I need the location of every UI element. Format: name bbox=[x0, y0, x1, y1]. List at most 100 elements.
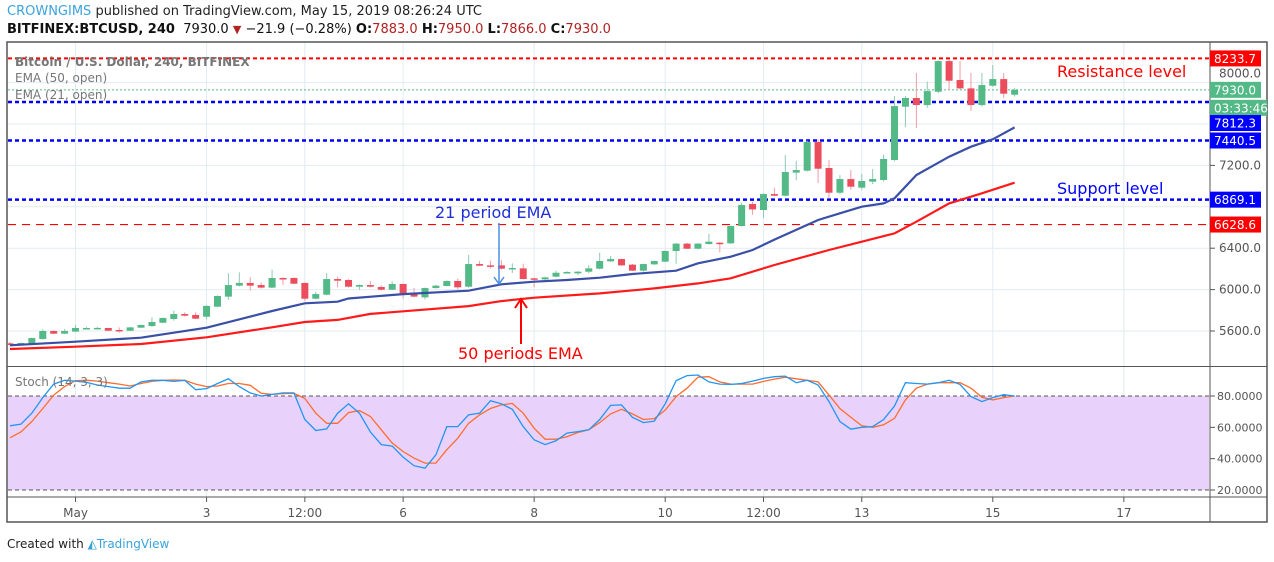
time-axis-label: 6 bbox=[399, 506, 407, 520]
candle bbox=[574, 270, 582, 276]
candle bbox=[770, 187, 778, 197]
candle-body bbox=[607, 259, 615, 262]
candle bbox=[454, 278, 462, 290]
candle bbox=[639, 263, 647, 272]
tradingview-brand[interactable]: TradingView bbox=[96, 537, 170, 551]
candle bbox=[803, 140, 811, 172]
candle bbox=[683, 242, 691, 250]
resistance-price-tag: 8233.7 bbox=[1210, 50, 1261, 67]
open-value: 7883.0 bbox=[372, 22, 418, 37]
candle bbox=[814, 139, 822, 183]
candle-body bbox=[672, 243, 680, 251]
candle-body bbox=[268, 278, 276, 288]
candle-body bbox=[770, 194, 778, 196]
candle-body bbox=[978, 85, 986, 106]
series-legend[interactable]: Bitcoin / U.S. Dollar, 240, BITFINEX bbox=[15, 55, 250, 69]
candle-body bbox=[1011, 89, 1019, 95]
candle-body bbox=[355, 285, 363, 287]
candle bbox=[519, 263, 527, 280]
candle bbox=[465, 255, 473, 288]
candle-body bbox=[519, 268, 527, 280]
candle bbox=[1011, 87, 1019, 97]
candle-body bbox=[738, 205, 746, 227]
ema50-legend[interactable]: EMA (50, open) bbox=[15, 71, 107, 85]
countdown-tag: 03:33:46 bbox=[1210, 99, 1268, 116]
time-axis-label: 15 bbox=[985, 506, 1000, 520]
candle-body bbox=[235, 282, 243, 286]
price-axis-label: 7200.0 bbox=[1219, 158, 1261, 172]
candle-body bbox=[836, 179, 844, 193]
candle bbox=[716, 241, 724, 253]
stoch-legend[interactable]: Stoch (14, 3, 3) bbox=[15, 375, 108, 389]
candle-body bbox=[72, 327, 80, 332]
candle bbox=[585, 265, 593, 274]
candle-body bbox=[847, 179, 855, 187]
candle bbox=[486, 260, 494, 269]
candle bbox=[858, 173, 866, 190]
candle-body bbox=[486, 265, 494, 267]
candle-body bbox=[639, 264, 647, 271]
candle-body bbox=[410, 292, 418, 297]
candle bbox=[967, 72, 975, 111]
candle bbox=[607, 256, 615, 262]
ema21-legend[interactable]: EMA (21, open) bbox=[15, 88, 107, 102]
time-axis-label: 12:00 bbox=[746, 506, 781, 520]
candle-body bbox=[28, 338, 36, 345]
candle-body bbox=[825, 167, 833, 193]
candle-body bbox=[563, 272, 571, 274]
candle-body bbox=[181, 314, 189, 316]
candle bbox=[618, 258, 626, 266]
candle bbox=[257, 282, 265, 289]
time-axis-label: 12:00 bbox=[288, 506, 323, 520]
candle bbox=[224, 273, 232, 300]
resistance-price-tag-bg bbox=[1210, 50, 1261, 67]
candle-body bbox=[82, 327, 90, 330]
tradingview-logo-icon[interactable]: ◭ bbox=[87, 537, 97, 551]
candle-body bbox=[399, 284, 407, 294]
candle-body bbox=[781, 172, 789, 196]
stoch-lines bbox=[8, 374, 1209, 491]
ema50-arrow-icon bbox=[514, 297, 528, 344]
last-price-tag-bg bbox=[1210, 81, 1261, 98]
candle-body bbox=[443, 281, 451, 286]
price-tags: 8233.7 7930.0 03:33:46 7812.3 7440.5 6869.1 66… bbox=[1210, 50, 1268, 233]
candle-body bbox=[530, 278, 538, 280]
candle bbox=[39, 329, 47, 340]
candle bbox=[749, 201, 757, 215]
price-axis-label: 6000.0 bbox=[1219, 283, 1261, 297]
candle bbox=[213, 295, 221, 308]
last-price: 7930.0 bbox=[183, 22, 229, 37]
level-price-tag: 7440.5 bbox=[1210, 132, 1261, 149]
publish-info: CROWNGIMS published on TradingView.com, … bbox=[7, 4, 482, 19]
candle bbox=[476, 261, 484, 267]
ema21-line bbox=[9, 126, 1016, 347]
candle bbox=[541, 276, 549, 281]
candle-body bbox=[869, 179, 877, 182]
candle bbox=[312, 291, 320, 300]
candle-body bbox=[290, 278, 298, 284]
candle-body bbox=[61, 331, 69, 334]
candle bbox=[847, 170, 855, 190]
level-price-tag-text: 7440.5 bbox=[1214, 134, 1256, 148]
price-axis-label: 8000.0 bbox=[1219, 67, 1261, 81]
stoch-axis-label: 80.0000 bbox=[1217, 390, 1263, 403]
countdown-tag-text: 03:33:46 bbox=[1214, 101, 1268, 115]
stoch-band bbox=[8, 396, 1209, 490]
candle-body bbox=[705, 241, 713, 245]
candle bbox=[508, 263, 516, 274]
author-link[interactable]: CROWNGIMS bbox=[7, 4, 92, 19]
candle bbox=[93, 327, 101, 330]
close-label: C: bbox=[550, 22, 566, 37]
candle bbox=[159, 317, 167, 324]
ema21-annotation: 21 period EMA bbox=[435, 203, 551, 222]
candle-body bbox=[432, 285, 440, 289]
candle-body bbox=[967, 88, 975, 106]
footer: Created with ◭TradingView bbox=[7, 537, 169, 551]
candle bbox=[901, 96, 909, 128]
candle bbox=[388, 281, 396, 291]
candle-body bbox=[727, 226, 735, 244]
candle bbox=[82, 326, 90, 330]
candle-body bbox=[694, 243, 702, 249]
candle bbox=[694, 243, 702, 250]
